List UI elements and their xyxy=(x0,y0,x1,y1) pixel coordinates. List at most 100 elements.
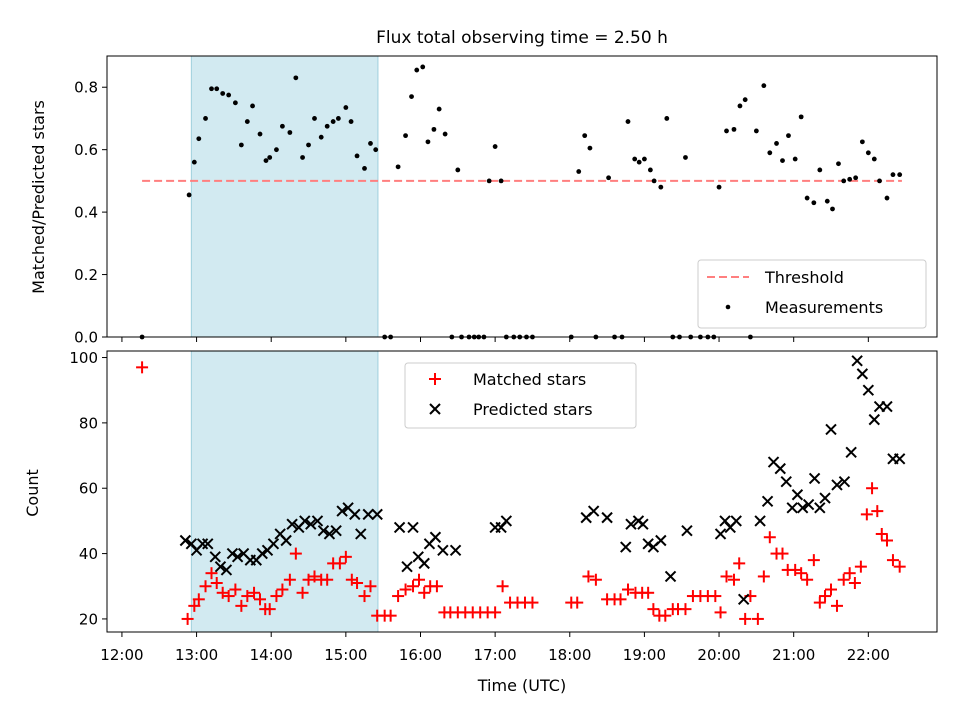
predicted-star-point xyxy=(601,511,613,524)
top-y-tick-label: 0.4 xyxy=(74,204,98,222)
measurement-point xyxy=(209,86,214,92)
matched-star-point xyxy=(571,596,584,609)
bottom-legend: Matched stars Predicted stars xyxy=(404,362,637,429)
matched-star-point xyxy=(205,567,218,580)
predicted-star-point xyxy=(851,355,863,367)
predicted-star-point xyxy=(786,502,798,514)
matched-star-point xyxy=(582,570,595,583)
matched-star-point xyxy=(430,580,443,593)
bottom-y-tick-label: 80 xyxy=(79,414,98,432)
predicted-star-point xyxy=(780,475,792,488)
matched-star-point xyxy=(308,570,321,583)
measurement-point xyxy=(368,141,373,146)
measurement-point xyxy=(306,142,311,148)
predicted-star-point xyxy=(362,508,374,521)
matched-star-point xyxy=(848,576,861,589)
bottom-x-axis: 12:00 13:00 14:00 15:00 16:00 17:00 18:00 19:00… xyxy=(100,632,890,664)
x-tick-label: 17:00 xyxy=(474,646,517,664)
matched-star-point xyxy=(241,590,254,603)
top-legend: Threshold Measurements xyxy=(697,259,927,329)
matched-star-point xyxy=(254,593,267,606)
measurement-point xyxy=(244,119,250,124)
matched-star-point xyxy=(871,505,884,518)
measurement-point xyxy=(737,103,743,109)
predicted-star-point xyxy=(754,515,766,527)
predicted-star-point xyxy=(286,518,298,530)
predicted-star-point xyxy=(881,400,893,413)
predicted-star-point xyxy=(862,384,875,396)
x-tick-label: 18:00 xyxy=(548,646,591,664)
matched-star-point xyxy=(763,531,776,544)
top-x-axis xyxy=(121,337,869,342)
matched-star-point xyxy=(526,596,539,609)
measurement-point xyxy=(186,192,192,198)
measurement-point xyxy=(436,106,442,112)
measurement-point xyxy=(486,178,492,184)
measurement-point xyxy=(335,116,341,121)
matched-star-point xyxy=(614,593,627,606)
measurement-point xyxy=(871,156,877,162)
matched-star-point xyxy=(733,557,746,570)
measurement-point xyxy=(280,123,285,129)
matched-star-point xyxy=(739,612,752,625)
x-tick-label: 16:00 xyxy=(399,646,442,664)
matched-star-point xyxy=(412,573,425,586)
x-axis-label: Time (UTC) xyxy=(477,676,566,695)
matched-star-point xyxy=(407,580,420,593)
measurement-point xyxy=(731,126,737,132)
predicted-star-point xyxy=(407,521,419,534)
measurement-point xyxy=(214,86,220,92)
matched-star-point xyxy=(854,560,867,573)
predicted-star-point xyxy=(323,528,336,540)
measurement-point xyxy=(841,178,847,184)
measurement-point xyxy=(300,155,305,160)
measurement-point xyxy=(836,161,841,167)
top-shaded-span xyxy=(190,55,379,338)
matched-star-point xyxy=(659,609,672,622)
matched-star-point xyxy=(358,590,371,603)
matched-star-point xyxy=(825,583,838,596)
measurement-point xyxy=(804,195,810,201)
matched-star-point xyxy=(830,599,843,612)
legend-predicted-label: Predicted stars xyxy=(473,400,593,419)
predicted-star-point xyxy=(791,489,804,501)
matched-star-point xyxy=(757,570,770,583)
matched-star-point xyxy=(489,606,502,619)
predicted-stars-points xyxy=(179,355,906,606)
predicted-star-point xyxy=(730,515,742,527)
predicted-star-point xyxy=(280,534,292,547)
top-y-tick-label: 0.6 xyxy=(74,141,98,159)
predicted-star-point xyxy=(299,515,311,527)
matched-star-point xyxy=(188,599,201,612)
matched-star-point xyxy=(351,576,364,589)
measurement-point xyxy=(798,114,804,120)
matched-star-point xyxy=(210,576,223,589)
measurement-point xyxy=(395,164,401,170)
measurement-point xyxy=(343,105,349,110)
matched-star-point xyxy=(886,554,899,567)
legend-predicted-swatch xyxy=(429,403,441,415)
measurement-point xyxy=(498,178,504,184)
predicted-star-point xyxy=(814,502,826,514)
measurement-point xyxy=(664,116,670,121)
predicted-star-point xyxy=(838,475,851,488)
matched-star-point xyxy=(837,573,850,586)
predicted-star-point xyxy=(393,521,406,534)
measurement-point xyxy=(582,133,588,139)
matched-star-point xyxy=(843,567,856,580)
legend-measurements-swatch xyxy=(725,304,731,310)
predicted-star-point xyxy=(330,525,342,537)
matched-star-point xyxy=(496,580,509,593)
measurement-point xyxy=(767,150,773,156)
measurement-point xyxy=(348,119,354,124)
matched-star-point xyxy=(720,570,733,583)
measurement-point xyxy=(897,172,903,178)
top-plot-frame xyxy=(106,55,938,338)
measurement-point xyxy=(780,158,785,163)
bottom-y-tick-label: 60 xyxy=(79,480,98,498)
predicted-star-point xyxy=(226,547,239,560)
measurement-point xyxy=(811,200,817,206)
matched-star-point xyxy=(880,534,893,547)
matched-star-point xyxy=(321,573,334,586)
matched-star-point xyxy=(795,567,808,580)
